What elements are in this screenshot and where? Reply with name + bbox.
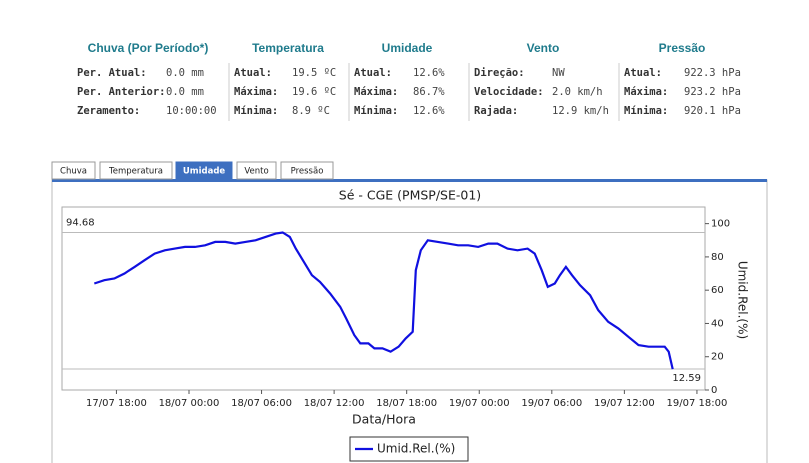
tab[interactable] xyxy=(99,161,173,180)
y-tick-label: 100 xyxy=(711,219,730,230)
legend-label: Umid.Rel.(%) xyxy=(377,442,455,456)
summary-value: 86.7% xyxy=(413,86,445,98)
summary-label: Atual: xyxy=(624,67,662,79)
summary-value: 19.5 ºC xyxy=(292,67,336,79)
x-tick-label: 19/07 12:00 xyxy=(594,398,655,409)
x-tick-label: 17/07 18:00 xyxy=(86,398,147,409)
chart-title: Sé - CGE (PMSP/SE-01) xyxy=(339,188,481,203)
reference-label: 94.68 xyxy=(66,217,95,228)
summary-label: Máxima: xyxy=(354,86,398,98)
tab[interactable] xyxy=(51,161,96,180)
tab[interactable] xyxy=(280,161,334,180)
summary-title: Umidade xyxy=(382,41,433,55)
tab-label[interactable]: Pressão xyxy=(291,167,324,177)
summary-label: Velocidade: xyxy=(474,86,544,98)
summary-value: 8.9 ºC xyxy=(292,105,330,117)
y-tick-label: 0 xyxy=(711,385,717,396)
tab-bar-line xyxy=(52,179,767,182)
summary-title: Vento xyxy=(527,41,560,55)
summary-label: Máxima: xyxy=(234,86,278,98)
summary-label: Per. Atual: xyxy=(77,67,147,79)
tab-label[interactable]: Temperatura xyxy=(108,167,163,177)
summary-value: 12.9 km/h xyxy=(552,105,609,117)
summary-value: 0.0 mm xyxy=(166,67,204,79)
y-tick-label: 80 xyxy=(711,252,724,263)
y-axis-label: Umid.Rel.(%) xyxy=(736,261,750,339)
summary-value: 19.6 ºC xyxy=(292,86,336,98)
x-tick-label: 19/07 06:00 xyxy=(521,398,582,409)
x-tick-label: 18/07 18:00 xyxy=(376,398,437,409)
summary-title: Pressão xyxy=(659,41,706,55)
tab-label[interactable]: Umidade xyxy=(183,167,226,177)
summary-label: Atual: xyxy=(234,67,272,79)
summary-label: Zeramento: xyxy=(77,105,140,117)
summary-value: 922.3 hPa xyxy=(684,67,741,79)
summary-title: Temperatura xyxy=(252,41,324,55)
summary-value: 920.1 hPa xyxy=(684,105,741,117)
y-tick-label: 60 xyxy=(711,285,724,296)
tab[interactable] xyxy=(236,161,277,180)
summary-value: 0.0 mm xyxy=(166,86,204,98)
tab-label[interactable]: Chuva xyxy=(60,167,87,177)
summary-label: Mínima: xyxy=(354,105,398,117)
summary-label: Máxima: xyxy=(624,86,668,98)
summary-label: Mínima: xyxy=(624,105,668,117)
tab-label[interactable]: Vento xyxy=(244,167,268,177)
x-tick-label: 18/07 12:00 xyxy=(304,398,365,409)
tab[interactable] xyxy=(175,161,233,180)
summary-label: Atual: xyxy=(354,67,392,79)
summary-value: 12.6% xyxy=(413,67,445,79)
x-tick-label: 18/07 00:00 xyxy=(159,398,220,409)
y-tick-label: 40 xyxy=(711,318,724,329)
summary-value: 10:00:00 xyxy=(166,105,217,117)
x-axis-label: Data/Hora xyxy=(352,412,416,427)
summary-title: Chuva (Por Período*) xyxy=(88,41,209,55)
reference-label: 12.59 xyxy=(672,373,701,384)
data-line xyxy=(93,231,674,370)
x-tick-label: 19/07 18:00 xyxy=(667,398,728,409)
summary-value: 2.0 km/h xyxy=(552,86,603,98)
y-tick-label: 20 xyxy=(711,352,724,363)
summary-label: Rajada: xyxy=(474,105,518,117)
x-tick-label: 19/07 00:00 xyxy=(449,398,510,409)
summary-value: 923.2 hPa xyxy=(684,86,741,98)
summary-value: NW xyxy=(552,67,565,79)
x-tick-label: 18/07 06:00 xyxy=(231,398,292,409)
summary-value: 12.6% xyxy=(413,105,445,117)
summary-label: Direção: xyxy=(474,67,525,79)
summary-label: Per. Anterior: xyxy=(77,86,166,98)
plot-area xyxy=(61,206,706,391)
summary-label: Mínima: xyxy=(234,105,278,117)
